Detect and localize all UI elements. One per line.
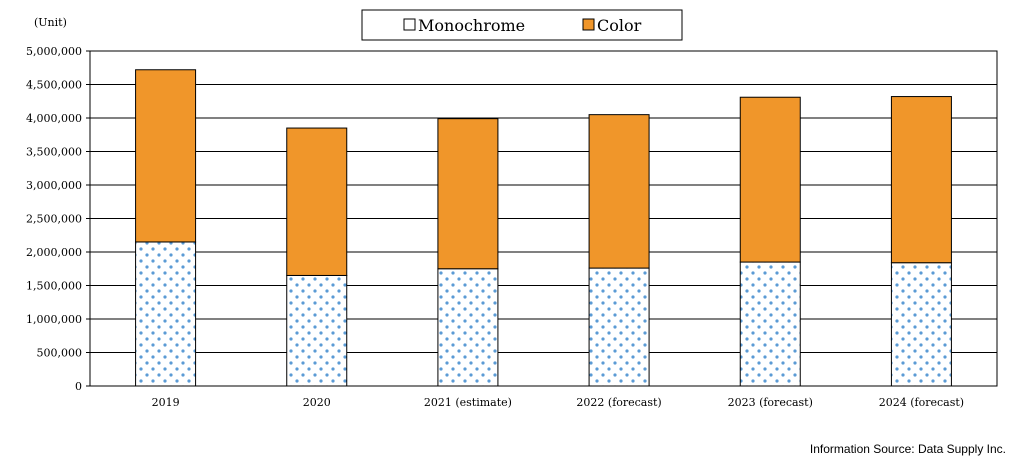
y-tick-label: 2,000,000 xyxy=(26,246,82,259)
bar-monochrome xyxy=(286,274,348,387)
bar-color xyxy=(135,69,197,243)
y-tick-label: 3,500,000 xyxy=(26,146,82,159)
y-tick-label: 3,000,000 xyxy=(26,179,82,192)
bar-monochrome xyxy=(135,241,197,387)
x-tick-label: 2024 (forecast) xyxy=(879,396,964,409)
y-tick-label: 5,000,000 xyxy=(26,45,82,58)
y-tick-label: 1,500,000 xyxy=(26,280,82,293)
gridlines xyxy=(89,50,998,387)
bar-color xyxy=(739,96,801,263)
legend-swatch-color xyxy=(582,18,595,31)
legend: Monochrome Color xyxy=(361,9,683,41)
x-axis-ticks: 2019 2020 2021 (estimate) 2022 (forecast) 20… xyxy=(152,396,964,409)
legend-label-monochrome: Monochrome xyxy=(418,16,525,35)
y-tick-label: 4,000,000 xyxy=(26,112,82,125)
bar-color xyxy=(286,127,348,276)
bar-color xyxy=(890,96,952,264)
x-tick-label: 2021 (estimate) xyxy=(424,396,512,409)
legend-swatch-monochrome xyxy=(403,18,416,31)
x-tick-label: 2022 (forecast) xyxy=(576,396,661,409)
y-tick-label: 4,500,000 xyxy=(26,79,82,92)
x-tick-label: 2020 xyxy=(303,396,331,409)
bar-color xyxy=(437,118,499,270)
bars xyxy=(135,69,952,387)
y-axis-ticks: 0 500,000 1,000,000 1,500,000 2,000,000 2,500… xyxy=(26,45,90,393)
bar-color xyxy=(588,114,650,269)
y-tick-label: 1,000,000 xyxy=(26,313,82,326)
bar-monochrome xyxy=(890,262,952,387)
source-note: Information Source: Data Supply Inc. xyxy=(809,442,1006,456)
y-tick-label: 0 xyxy=(75,380,82,393)
bar-monochrome xyxy=(437,268,499,387)
unit-label: (Unit) xyxy=(34,16,67,29)
x-tick-label: 2019 xyxy=(152,396,180,409)
x-tick-label: 2023 (forecast) xyxy=(728,396,813,409)
y-tick-label: 500,000 xyxy=(37,347,83,360)
y-tick-label: 2,500,000 xyxy=(26,213,82,226)
bar-monochrome xyxy=(588,267,650,387)
legend-label-color: Color xyxy=(597,16,642,35)
bar-monochrome xyxy=(739,261,801,387)
